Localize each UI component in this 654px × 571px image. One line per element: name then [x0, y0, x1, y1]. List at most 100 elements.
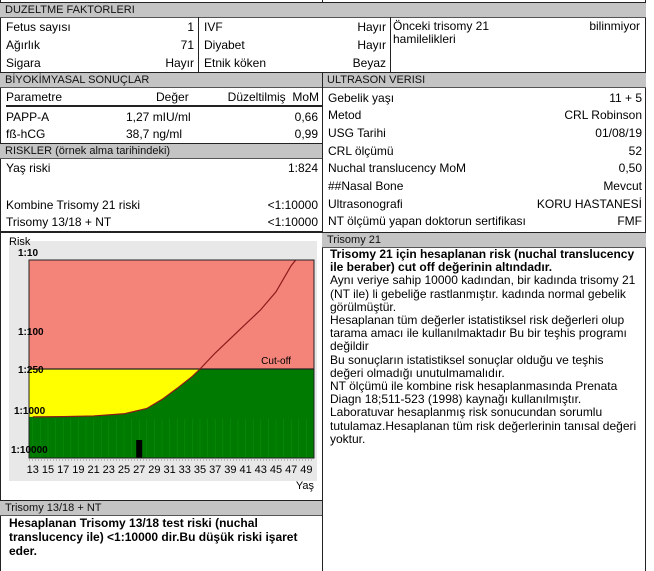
duzeltme-row-value: Beyaz	[352, 55, 386, 70]
ultrason-row-label: Gebelik yaşı	[328, 90, 395, 105]
param: fß-hCG	[6, 127, 46, 141]
ultrason-row-label: ##Nasal Bone	[328, 179, 404, 193]
risk-row-value: <1:10000	[267, 197, 318, 212]
duzeltme-row-label: Sigara	[6, 55, 41, 70]
duzeltme-row-value: 71	[180, 37, 194, 52]
duzeltme-row-label: Diyabet	[204, 37, 245, 52]
x-tick-label: 15	[42, 464, 54, 476]
y-tick-label: 1:10000	[11, 445, 48, 456]
risk-row-label: Yaş riski	[6, 160, 51, 175]
x-tick-label: 33	[179, 464, 191, 476]
x-tick-label: 21	[87, 464, 99, 476]
x-tick-label: 23	[103, 464, 115, 476]
ultrason-row: Nuchal translucency MoM 0,50	[322, 160, 646, 177]
duzeltme-row: Fetus sayısı 1	[0, 18, 198, 35]
x-tick-label: 45	[270, 464, 282, 476]
ultrason-row-value: CRL Robinson	[564, 108, 642, 123]
age-risk-curve	[32, 259, 297, 418]
trisomy21-line: NT ölçümü ile kombine risk hesaplanmasın…	[330, 379, 618, 407]
trisomy1318-text: Hesaplanan Trisomy 13/18 test riski (nuc…	[9, 516, 298, 558]
ultrason-row-label: CRL ölçümü	[328, 143, 394, 158]
duzeltme-row: IVF Hayır	[198, 18, 390, 35]
x-tick-label: 41	[239, 464, 251, 476]
y-tick-label: 1:100	[18, 327, 44, 338]
trisomy21-text: Trisomy 21 için hesaplanan risk (nuchal …	[330, 247, 640, 446]
x-tick-label: 19	[72, 464, 84, 476]
ultrason-row: CRL ölçümü 52	[322, 142, 646, 159]
patient-age-marker	[136, 440, 143, 458]
ultrason-row-value: KORU HASTANESİ	[536, 196, 642, 211]
duzeltme-row: Sigara Hayır	[0, 54, 198, 71]
duzeltme-row: Etnik köken Beyaz	[198, 54, 390, 71]
x-tick-label: 47	[285, 464, 297, 476]
duzeltme-row-value: 1	[187, 19, 194, 34]
risk-row: Trisomy 13/18 + NT <1:10000	[0, 213, 322, 230]
col-parametre: Parametre	[6, 90, 63, 104]
ultrason-row-label: USG Tarihi	[328, 125, 386, 140]
ultrason-header: ULTRASON VERISI	[322, 72, 646, 88]
ultrason-row: USG Tarihi 01/08/19	[322, 124, 646, 141]
ultrason-row-value: FMF	[617, 214, 642, 229]
ultrason-row: Ultrasonografi KORU HASTANESİ	[322, 195, 646, 212]
risk-row-label: Kombine Trisomy 21 riski	[6, 197, 141, 212]
y-tick-label: 1:250	[18, 365, 44, 376]
biyokimya-header: BİYOKİMYASAL SONUÇLAR	[0, 72, 322, 88]
trisomy21-summary: Trisomy 21 için hesaplanan risk (nuchal …	[330, 247, 635, 275]
riskler-header: RISKLER (örnek alma tarihindeki)	[0, 143, 322, 159]
x-tick-label: 31	[163, 464, 175, 476]
ultrason-row-value: 0,50	[618, 161, 642, 176]
x-tick-label: 17	[57, 464, 69, 476]
x-tick-label: 35	[194, 464, 206, 476]
duzeltme-row-value: Hayır	[357, 37, 386, 52]
biyokimya-row: PAPP-A 1,27 mIU/ml 0,66	[6, 109, 322, 126]
divider	[390, 17, 391, 72]
duzeltme-row-label: Ağırlık	[6, 37, 41, 52]
duzeltme-header: DUZELTME FAKTORLERI	[0, 2, 646, 18]
ultrason-row-label: NT ölçümü yapan doktorun sertifikası	[328, 214, 526, 229]
divider	[0, 231, 322, 233]
risk-row-value: 1:824	[287, 160, 318, 175]
risk-row: Kombine Trisomy 21 riski <1:10000	[0, 196, 322, 213]
border-right	[645, 0, 646, 571]
onceki-trisomy-value: bilinmiyor	[589, 19, 640, 33]
deger: 1,27 mIU/ml	[126, 110, 191, 124]
x-tick-label: 27	[133, 464, 145, 476]
mom: 0,66	[294, 110, 318, 124]
border-left	[0, 0, 1, 571]
mom: 0,99	[294, 127, 318, 141]
trisomy21-line: Laboratuvar hesaplanmış risk sonucundan …	[330, 405, 637, 446]
x-tick-label: 13	[27, 464, 39, 476]
trisomy21-line: Aynı veriye sahip 10000 kadından, bir ka…	[330, 273, 636, 314]
x-tick-label: 29	[148, 464, 160, 476]
duzeltme-row-label: Fetus sayısı	[6, 19, 71, 34]
duzeltme-row: Ağırlık 71	[0, 36, 198, 53]
plot-frame	[28, 259, 315, 459]
onceki-trisomy-label: Önceki trisomy 21 hamilelikleri	[393, 19, 490, 47]
ultrason-row-value: 01/08/19	[595, 125, 642, 140]
param: PAPP-A	[6, 110, 50, 124]
ultrason-row-label: Metod	[328, 108, 362, 123]
divider	[198, 17, 199, 72]
y-tick-label: 1:10	[18, 248, 38, 259]
x-axis-label: Yaş	[296, 480, 315, 492]
cutoff-label: Cut-off	[261, 356, 291, 367]
x-tick-label: 25	[118, 464, 130, 476]
y-axis-label: Risk	[9, 236, 31, 248]
duzeltme-row: Diyabet Hayır	[198, 36, 390, 53]
divider	[322, 72, 323, 571]
ultrason-row-value: 52	[628, 143, 642, 158]
trisomy21-line: Bu sonuçların istatistiksel sonuçlar old…	[330, 352, 604, 380]
risk-row-label: Trisomy 13/18 + NT	[6, 214, 112, 229]
trisomy1318-header: Trisomy 13/18 + NT	[0, 500, 322, 516]
ultrason-row: NT ölçümü yapan doktorun sertifikası FMF	[322, 213, 646, 230]
ultrason-row: Metod CRL Robinson	[322, 107, 646, 124]
ultrason-row-label: Ultrasonografi	[328, 196, 403, 211]
x-tick-label: 49	[300, 464, 312, 476]
duzeltme-row-value: Hayır	[165, 55, 194, 70]
biyokimya-header-row: Parametre Değer Düzeltilmiş MoM	[6, 90, 322, 107]
between-risk-area	[29, 369, 200, 417]
duzeltme-row-label: Etnik köken	[204, 55, 267, 70]
deger: 38,7 ng/ml	[126, 127, 183, 141]
ultrason-row: ##Nasal Bone Mevcut	[322, 178, 646, 195]
